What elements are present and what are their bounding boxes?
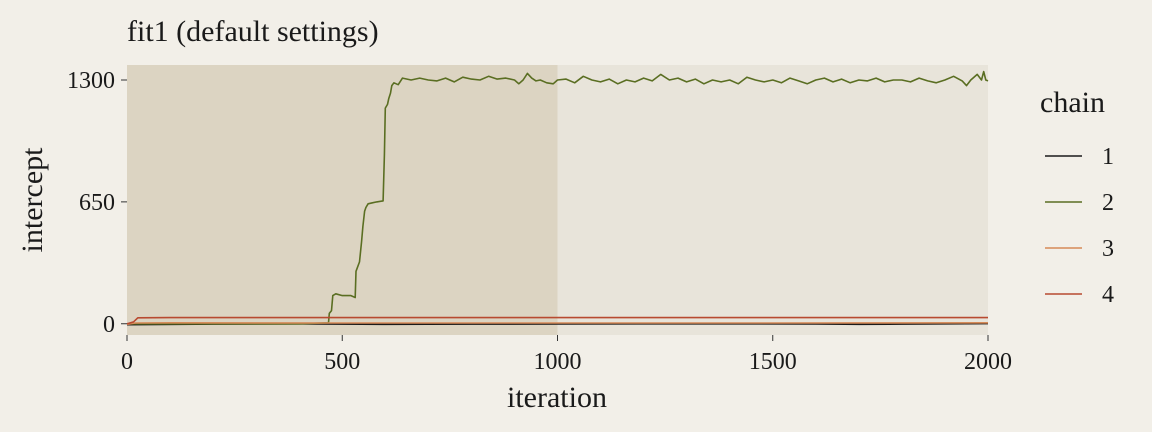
warmup-shade [127,65,558,335]
chart-title: fit1 (default settings) [127,15,379,48]
x-axis-label: iteration [507,381,607,414]
y-axis-label: intercept [16,147,49,253]
legend-label-1: 1 [1102,144,1114,170]
y-tick-label: 1300 [67,68,115,94]
x-tick-label: 1000 [534,349,582,375]
series-line-3 [126,322,989,326]
series-line-2 [127,70,989,325]
x-tick-label: 1500 [749,349,797,375]
y-tick-label: 0 [103,312,115,338]
ticks-layer: 0 500 1000 1500 2000 0 650 1300 [67,68,1012,375]
legend-title: chain [1040,86,1105,119]
series-layer [126,70,989,326]
series-line-4 [126,316,988,325]
legend-label-3: 3 [1102,236,1114,262]
x-tick-label: 500 [324,349,360,375]
legend: chain 1 2 3 4 [1040,86,1114,308]
x-tick-label: 0 [121,349,133,375]
y-tick-label: 650 [79,190,115,216]
legend-label-4: 4 [1102,282,1114,308]
legend-label-2: 2 [1102,190,1114,216]
x-tick-label: 2000 [964,349,1012,375]
